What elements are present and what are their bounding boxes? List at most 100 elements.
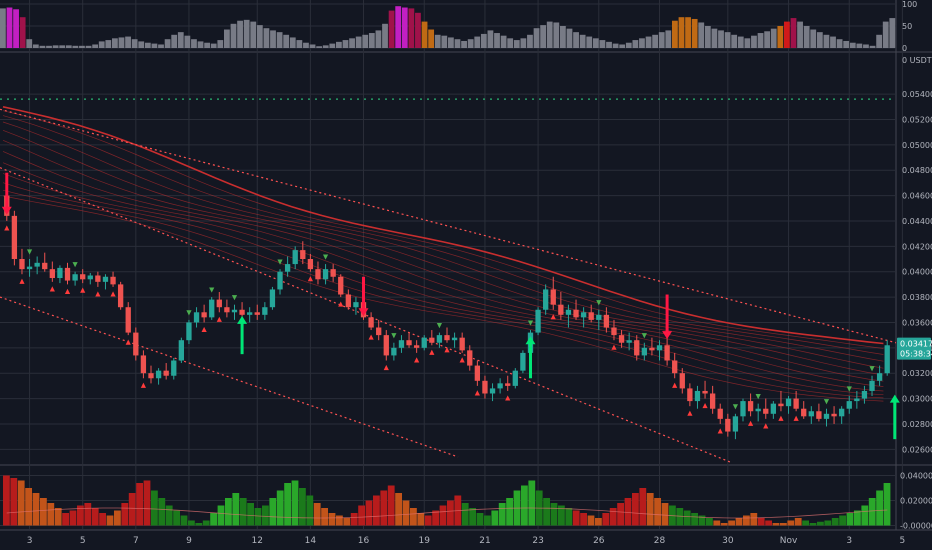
- candle-body: [520, 352, 526, 371]
- candle: [163, 363, 169, 380]
- price-tick-label: 0.04400: [902, 217, 932, 226]
- top-bar: [296, 40, 303, 48]
- top-bar: [849, 42, 856, 48]
- lower-bar: [587, 515, 595, 526]
- lower-bar: [269, 498, 277, 526]
- top-bar: [612, 43, 619, 48]
- top-bar: [144, 42, 151, 48]
- ribbon-line: [2, 110, 884, 349]
- top-bar: [434, 34, 441, 48]
- lower-bar: [328, 513, 336, 526]
- top-bar: [882, 21, 889, 48]
- candle: [231, 304, 238, 320]
- candle: [861, 385, 868, 404]
- candle: [497, 378, 503, 394]
- candle: [778, 390, 784, 412]
- candle-body: [292, 250, 298, 265]
- candle-body: [497, 383, 503, 389]
- price-tick-label: 0.05200: [902, 115, 932, 124]
- candle-body: [709, 393, 716, 409]
- top-bar: [171, 34, 178, 48]
- price-tick-label: 0.04800: [902, 166, 932, 175]
- candle-body: [247, 312, 253, 315]
- buy-marker: [755, 394, 761, 400]
- lower-bar: [173, 510, 180, 526]
- countdown-label: 05:38:34: [900, 350, 932, 359]
- lower-bar: [691, 513, 698, 526]
- lower-bar: [868, 498, 876, 526]
- top-bar: [395, 6, 402, 48]
- sell-marker: [505, 395, 511, 401]
- candle-body: [747, 401, 754, 412]
- candle-body: [482, 380, 488, 394]
- candle-body: [239, 309, 245, 315]
- sell-arrow-head: [1, 206, 12, 215]
- candlestick-series[interactable]: [4, 182, 890, 440]
- candle-body: [345, 294, 351, 308]
- lower-bar: [402, 500, 410, 526]
- candle-body: [861, 390, 868, 399]
- top-tick-label: 0: [902, 44, 907, 53]
- candle: [801, 401, 807, 419]
- candle: [171, 357, 177, 380]
- sell-marker: [110, 291, 116, 297]
- lower-bar: [128, 493, 136, 526]
- candle: [816, 403, 822, 422]
- lower-bar: [565, 508, 573, 526]
- sell-marker: [778, 415, 784, 421]
- candle: [247, 307, 253, 323]
- candle: [117, 281, 124, 310]
- lower-bar: [262, 505, 269, 526]
- candle-body: [839, 408, 845, 417]
- candle: [725, 413, 731, 437]
- sell-marker: [383, 364, 389, 371]
- sell-marker: [459, 357, 465, 363]
- candle: [839, 406, 845, 424]
- top-bar: [368, 33, 375, 48]
- top-bar: [250, 21, 257, 48]
- candle-body: [338, 276, 344, 295]
- candle: [611, 319, 617, 341]
- top-bar: [540, 25, 547, 48]
- trend-channel-lines: [0, 98, 897, 463]
- top-bar: [467, 39, 474, 48]
- candle-body: [474, 365, 481, 381]
- quote-unit-label: 0 USDT: [902, 56, 932, 65]
- candle-body: [171, 360, 177, 376]
- lower-bar: [151, 490, 158, 526]
- top-bar: [125, 36, 131, 48]
- time-axis[interactable]: 3 5 7 9 12 14 16 19 21 23 26 28 30 Nov 3 5: [27, 536, 906, 546]
- candle-body: [125, 307, 131, 333]
- lower-bar: [358, 505, 365, 526]
- candle-body: [140, 355, 147, 374]
- candle: [505, 375, 511, 391]
- top-bar: [632, 40, 639, 48]
- top-bar: [724, 32, 731, 48]
- candle-body: [634, 340, 640, 356]
- sell-marker: [687, 410, 693, 416]
- candle-body: [368, 317, 374, 328]
- top-bar: [362, 34, 369, 48]
- candle: [72, 271, 78, 286]
- candle: [64, 262, 71, 285]
- candle: [580, 307, 587, 328]
- candle-body: [725, 418, 731, 432]
- lower-bar: [772, 523, 780, 526]
- candle: [603, 307, 610, 333]
- price-axis[interactable]: 0.05400 0.05200 0.05000 0.04800 0.04600 0.044…: [897, 56, 932, 454]
- top-bar: [711, 28, 718, 48]
- top-bar: [39, 45, 46, 48]
- top-bar: [105, 40, 112, 48]
- price-tick-label: 0.02600: [902, 445, 932, 454]
- candle-body: [694, 390, 701, 402]
- candle-body: [224, 307, 230, 313]
- top-bar: [546, 21, 553, 48]
- buy-marker: [869, 366, 875, 372]
- candle-body: [672, 360, 678, 374]
- top-bar: [869, 45, 876, 48]
- candle: [565, 304, 572, 328]
- lower-bar: [558, 505, 565, 526]
- candle: [543, 284, 549, 315]
- candle-body: [543, 289, 549, 310]
